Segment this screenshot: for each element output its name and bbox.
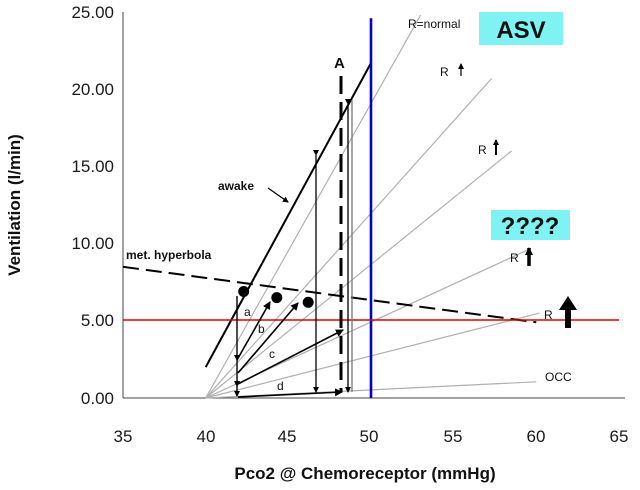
x-tick-label: 50 xyxy=(360,427,379,446)
asv-badge xyxy=(479,12,563,45)
x-tick-label: 45 xyxy=(278,427,297,446)
occ-label: OCC xyxy=(545,370,572,384)
points-layer xyxy=(238,286,314,308)
x-axis-title: Pco2 @ Chemoreceptor (mmHg) xyxy=(234,464,495,483)
x-tick-labels: 35 40 45 50 55 60 65 xyxy=(114,427,629,446)
r-normal-label: R=normal xyxy=(408,17,460,31)
equilibrium-point-1 xyxy=(271,292,283,304)
awake-pointer xyxy=(267,187,289,203)
y-tick-label: 10.00 xyxy=(71,234,114,253)
label-d: d xyxy=(277,379,284,393)
label-c: c xyxy=(269,347,275,361)
r-up-label-3: R xyxy=(510,251,519,265)
x-tick-label: 40 xyxy=(197,427,216,446)
y-tick-label: 5.00 xyxy=(81,311,114,330)
series-line-1 xyxy=(205,77,493,399)
label-a: a xyxy=(244,305,251,319)
arrow-b xyxy=(237,302,299,374)
series-line-2 xyxy=(205,150,512,399)
series-line-7 xyxy=(122,265,537,324)
question-badge-text: ???? xyxy=(501,213,560,240)
y-tick-label: 25.00 xyxy=(71,3,114,22)
question-badge xyxy=(491,210,570,240)
awake-label: awake xyxy=(218,179,254,193)
y-tick-label: 0.00 xyxy=(81,389,114,408)
arrow-a xyxy=(236,301,271,361)
r-up-label-2: R xyxy=(478,143,487,157)
x-tick-label: 55 xyxy=(444,427,463,446)
series-line-4 xyxy=(205,312,540,399)
up-arrow-icon-4 xyxy=(559,296,577,328)
series-layer xyxy=(122,14,619,399)
arrow-d xyxy=(237,388,343,398)
series-line-0 xyxy=(205,14,422,399)
equilibrium-point-2 xyxy=(302,296,314,308)
arrows-layer xyxy=(234,76,353,398)
point-A-label: A xyxy=(334,55,345,72)
x-tick-label: 60 xyxy=(527,427,546,446)
met-hyperbola-label: met. hyperbola xyxy=(126,248,212,262)
arrow-c xyxy=(237,329,344,385)
x-tick-label: 35 xyxy=(114,427,133,446)
y-tick-label: 20.00 xyxy=(71,80,114,99)
r-up-label-1: R xyxy=(440,65,449,79)
y-axis-title: Ventilation (l/min) xyxy=(5,134,24,276)
y-tick-label: 15.00 xyxy=(71,157,114,176)
x-tick-label: 65 xyxy=(610,427,629,446)
series-line-6 xyxy=(204,62,372,368)
y-tick-labels: 0.00 5.00 10.00 15.00 20.00 25.00 xyxy=(71,3,114,408)
equilibrium-point-0 xyxy=(238,286,250,297)
asv-badge-text: ASV xyxy=(496,17,545,44)
label-b: b xyxy=(258,322,265,336)
r-up-label-4: R xyxy=(544,308,553,322)
